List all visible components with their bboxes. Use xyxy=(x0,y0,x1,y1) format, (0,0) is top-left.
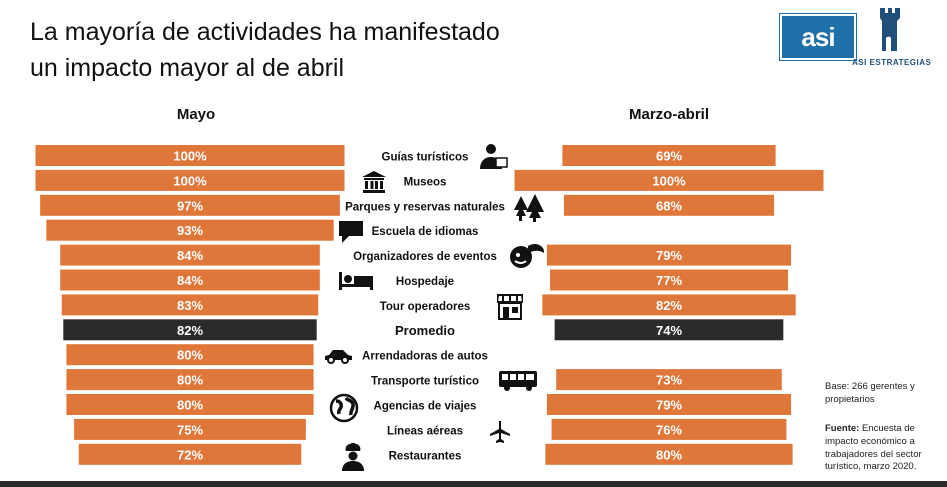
bar-mayo-transporte-turistico xyxy=(66,369,314,391)
storefront-icon xyxy=(497,294,523,320)
label-marzo-abril-transporte-turistico: 73% xyxy=(656,373,682,388)
label-marzo-abril-guias-turisticos: 69% xyxy=(656,149,682,164)
bottom-bar xyxy=(0,481,947,487)
title-line-1: La mayoría de actividades ha manifestado xyxy=(30,18,500,46)
label-marzo-abril-hospedaje: 77% xyxy=(656,273,682,288)
category-label-transporte-turistico: Transporte turístico xyxy=(371,376,479,388)
speech-bubble-icon xyxy=(339,221,363,243)
bar-marzo-abril-promedio xyxy=(554,319,784,341)
event-organizer-icon xyxy=(510,243,545,268)
label-mayo-guias-turisticos: 100% xyxy=(173,149,207,164)
bar-mayo-tour-operadores xyxy=(61,294,319,316)
series-header-mayo: Mayo xyxy=(176,106,216,123)
bar-marzo-abril-organizadores-de-eventos xyxy=(546,244,792,266)
label-marzo-abril-lineas-aereas: 76% xyxy=(656,422,682,437)
label-mayo-agencias-de-viajes: 80% xyxy=(177,398,203,413)
tower-logo-icon xyxy=(880,8,900,51)
bar-mayo-promedio xyxy=(63,319,317,341)
tour-guide-icon xyxy=(480,144,508,169)
label-mayo-restaurantes: 72% xyxy=(177,447,203,462)
category-label-promedio: Promedio xyxy=(395,323,455,338)
source-text: Encuesta de impacto económico a trabajad… xyxy=(825,423,922,473)
category-label-hospedaje: Hospedaje xyxy=(396,276,454,288)
bar-marzo-abril-tour-operadores xyxy=(542,294,796,316)
airplane-icon xyxy=(490,421,510,443)
series-header-marzo-abril: Marzo-abril xyxy=(628,106,710,123)
label-mayo-organizadores-de-eventos: 84% xyxy=(177,248,203,263)
bar-marzo-abril-hospedaje xyxy=(550,269,788,291)
bar-mayo-parques-y-reservas-naturales xyxy=(40,194,340,216)
category-label-restaurantes: Restaurantes xyxy=(389,450,462,462)
category-label-guias-turisticos: Guías turísticos xyxy=(382,152,469,164)
bar-mayo-escuela-de-idiomas xyxy=(46,219,334,241)
category-label-museos: Museos xyxy=(404,176,447,188)
title-line-2: un impacto mayor al de abril xyxy=(30,54,345,83)
label-marzo-abril-restaurantes: 80% xyxy=(656,447,682,462)
label-mayo-hospedaje: 84% xyxy=(177,273,203,288)
bar-marzo-abril-agencias-de-viajes xyxy=(546,394,792,415)
bar-mayo-lineas-aereas xyxy=(74,418,306,440)
category-label-escuela-de-idiomas: Escuela de idiomas xyxy=(372,226,479,238)
label-marzo-abril-organizadores-de-eventos: 79% xyxy=(656,248,682,263)
asi-badge-logo: asi xyxy=(780,14,856,60)
source-label: Fuente: xyxy=(825,423,860,434)
bed-icon xyxy=(339,272,373,290)
label-mayo-lineas-aereas: 75% xyxy=(177,422,203,437)
category-label-arrendadoras-de-autos: Arrendadoras de autos xyxy=(362,351,488,363)
museum-icon xyxy=(362,171,386,193)
car-icon xyxy=(325,350,352,364)
bar-marzo-abril-museos xyxy=(514,169,824,191)
bar-marzo-abril-transporte-turistico xyxy=(556,369,782,391)
chef-icon xyxy=(342,443,364,471)
bar-mayo-organizadores-de-eventos xyxy=(60,244,320,266)
category-label-lineas-aereas: Líneas aéreas xyxy=(387,425,463,437)
bar-marzo-abril-guias-turisticos xyxy=(562,145,776,166)
bar-marzo-abril-restaurantes xyxy=(545,443,793,465)
globe-icon xyxy=(329,393,359,423)
bar-mayo-arrendadoras-de-autos xyxy=(66,344,314,366)
label-marzo-abril-parques-y-reservas-naturales: 68% xyxy=(656,198,682,213)
asi-estrategias-logo-text: ASI ESTRATEGIAS xyxy=(852,58,932,67)
label-marzo-abril-promedio: 74% xyxy=(656,323,682,338)
bar-marzo-abril-parques-y-reservas-naturales xyxy=(563,194,775,216)
source-note: Fuente: Encuesta de impacto económico a … xyxy=(825,423,935,474)
trees-icon xyxy=(514,194,544,222)
category-label-organizadores-de-eventos: Organizadores de eventos xyxy=(353,251,497,263)
bar-marzo-abril-lineas-aereas xyxy=(551,418,787,440)
page-title: La mayoría de actividades ha manifestado… xyxy=(30,14,500,87)
base-note: Base: 266 gerentes y propietarios xyxy=(825,381,915,405)
label-mayo-tour-operadores: 83% xyxy=(177,298,203,313)
label-marzo-abril-museos: 100% xyxy=(652,173,686,188)
bar-mayo-hospedaje xyxy=(60,269,320,291)
label-mayo-arrendadoras-de-autos: 80% xyxy=(177,348,203,363)
category-label-tour-operadores: Tour operadores xyxy=(380,301,471,313)
label-mayo-promedio: 82% xyxy=(177,323,203,338)
label-marzo-abril-agencias-de-viajes: 79% xyxy=(656,398,682,413)
label-mayo-escuela-de-idiomas: 93% xyxy=(177,223,203,238)
bar-mayo-agencias-de-viajes xyxy=(66,394,314,415)
label-marzo-abril-tour-operadores: 82% xyxy=(656,298,682,313)
label-mayo-transporte-turistico: 80% xyxy=(177,373,203,388)
bar-mayo-restaurantes xyxy=(78,443,302,465)
bar-mayo-guias-turisticos xyxy=(35,145,345,166)
category-label-agencias-de-viajes: Agencias de viajes xyxy=(374,401,477,413)
label-mayo-parques-y-reservas-naturales: 97% xyxy=(177,198,203,213)
label-mayo-museos: 100% xyxy=(173,173,207,188)
bus-icon xyxy=(499,371,537,391)
bar-mayo-museos xyxy=(35,169,345,191)
category-label-parques-y-reservas-naturales: Parques y reservas naturales xyxy=(345,201,505,213)
